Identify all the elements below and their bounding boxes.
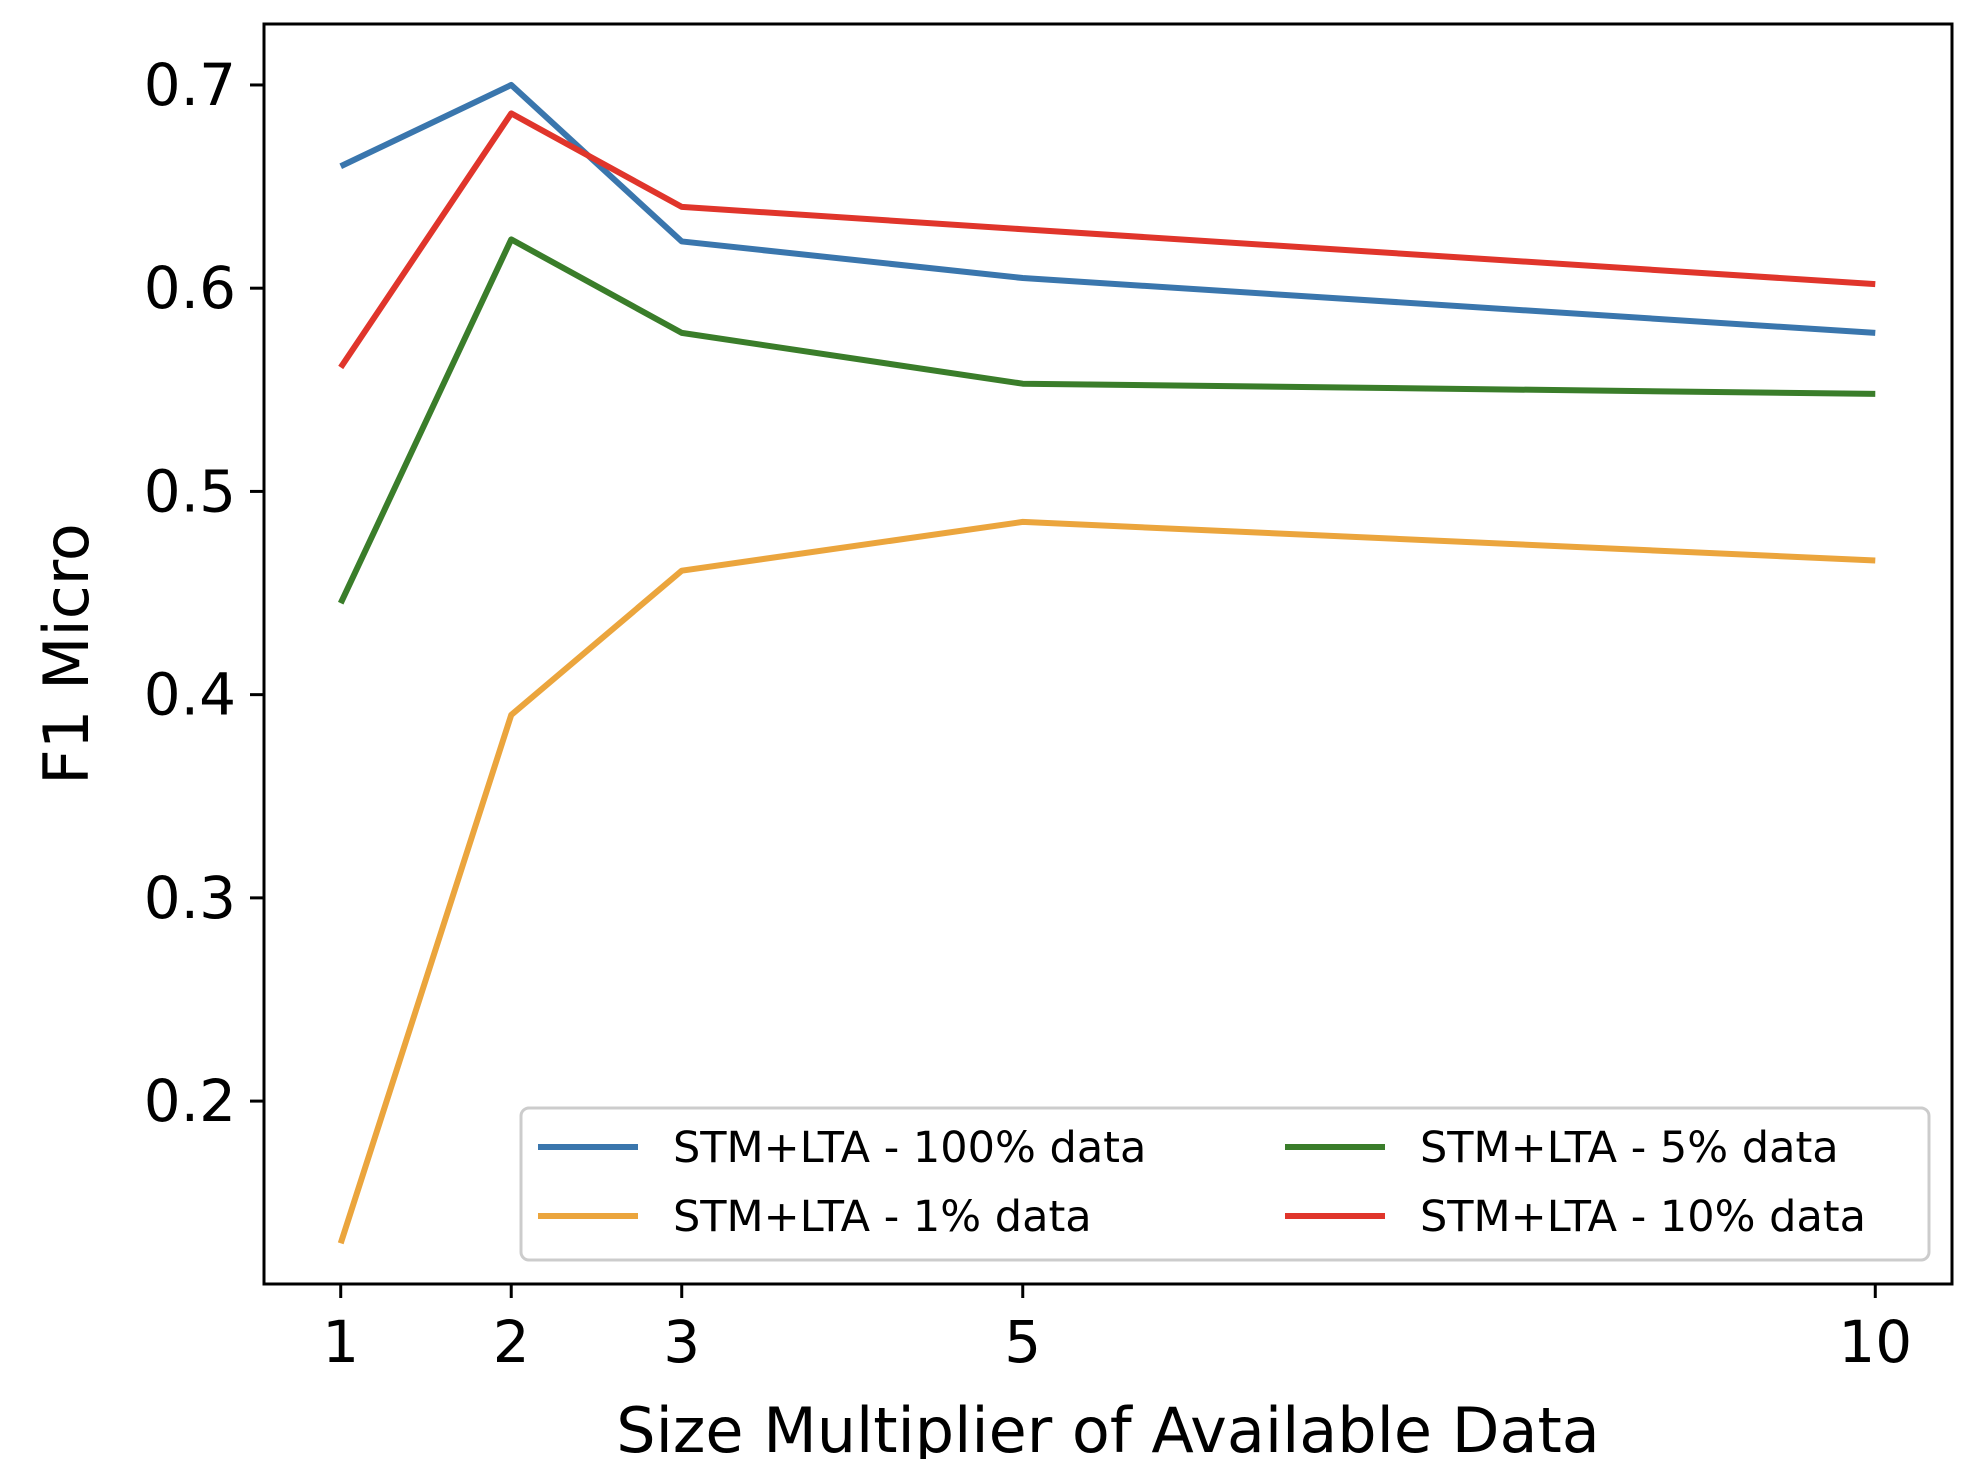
y-tick-label: 0.3 (144, 864, 236, 932)
x-axis-label: Size Multiplier of Available Data (616, 1394, 1600, 1459)
x-tick-label: 10 (1838, 1308, 1912, 1376)
x-axis-ticks: 1 2 3 5 10 (322, 1284, 1912, 1376)
legend-label-1pct: STM+LTA - 1% data (673, 1192, 1092, 1242)
legend-label-100pct: STM+LTA - 100% data (673, 1123, 1146, 1173)
series-line-1 (337, 518, 1876, 1245)
x-tick-label: 5 (1004, 1308, 1041, 1376)
series-line-3 (338, 110, 1876, 370)
plot-frame (262, 22, 1954, 1286)
y-tick-label: 0.2 (144, 1067, 236, 1135)
series-line-0 (339, 81, 1876, 336)
y-axis-ticks: 0.2 0.3 0.4 0.5 0.6 0.7 (144, 51, 264, 1135)
legend-label-5pct: STM+LTA - 5% data (1420, 1123, 1839, 1173)
y-tick-label: 0.7 (144, 51, 236, 119)
x-tick-label: 1 (322, 1308, 359, 1376)
legend-label-10pct: STM+LTA - 10% data (1420, 1192, 1866, 1242)
y-axis-label: F1 Micro (30, 523, 103, 785)
legend-box (519, 1106, 1931, 1262)
y-tick-label: 0.4 (144, 661, 236, 729)
x-tick-label: 3 (663, 1308, 700, 1376)
legend: STM+LTA - 100% data STM+LTA - 1% data ST… (519, 1106, 1931, 1262)
x-tick-label: 2 (493, 1308, 530, 1376)
series-line-2 (338, 236, 1876, 605)
series-lines (337, 81, 1876, 1245)
y-tick-label: 0.5 (144, 457, 236, 525)
y-tick-label: 0.6 (144, 254, 236, 322)
